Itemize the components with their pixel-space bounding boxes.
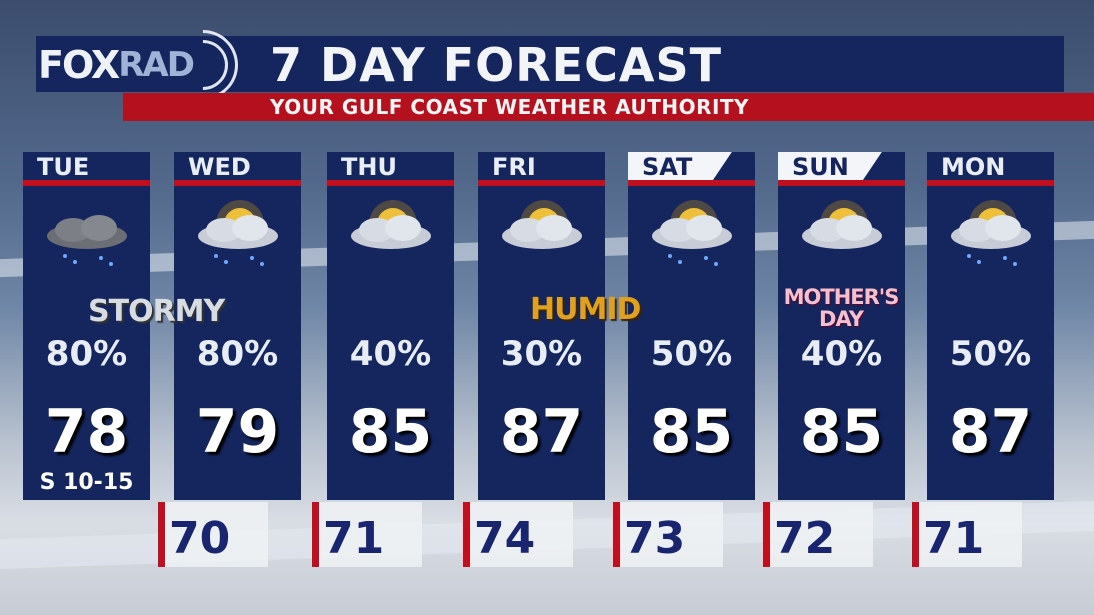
high-temp: 87: [948, 397, 1033, 467]
day-column-tue: TUE 80% 78 S 10-15: [23, 152, 150, 500]
high-temp: 85: [649, 397, 734, 467]
low-temp: 70: [158, 502, 268, 567]
partly-cloudy-icon: [802, 200, 882, 249]
precip-chance: 80%: [45, 334, 128, 374]
red-stripe: [327, 180, 454, 186]
red-stripe: [174, 180, 301, 186]
day-column-fri: FRI 30% 87: [478, 152, 605, 500]
sun-thunderstorm-icon: [198, 200, 278, 266]
partly-cloudy-icon: [502, 200, 582, 249]
low-temp: 71: [312, 502, 422, 567]
day-column-thu: THU 40% 85: [327, 152, 454, 500]
thunderstorm-cloud-icon: [47, 215, 127, 266]
red-stripe: [628, 180, 755, 186]
high-temp: 78: [44, 397, 129, 467]
stormy-label: STORMY: [88, 294, 225, 329]
subtitle: YOUR GULF COAST WEATHER AUTHORITY: [270, 95, 750, 119]
high-temp: 87: [499, 397, 584, 467]
precip-chance: 40%: [349, 334, 432, 374]
high-temp: 79: [195, 397, 280, 467]
sun-thunderstorm-icon: [951, 200, 1031, 266]
day-label: MON: [941, 153, 1006, 181]
subtitle-bar: [123, 93, 1094, 121]
header-bar: [36, 36, 1064, 92]
day-label: SAT: [628, 152, 732, 180]
day-label: THU: [341, 153, 397, 181]
page-title: 7 DAY FORECAST: [270, 38, 722, 92]
low-temp: 73: [613, 502, 723, 567]
precip-chance: 50%: [650, 334, 733, 374]
day-label: TUE: [37, 153, 90, 181]
day-label: SUN: [778, 152, 882, 180]
sun-thunderstorm-icon: [652, 200, 732, 266]
day-column-sun: SUN 40% 85: [778, 152, 905, 500]
red-stripe: [23, 180, 150, 186]
wind: S 10-15: [39, 470, 134, 495]
high-temp: 85: [348, 397, 433, 467]
low-temp: 71: [912, 502, 1022, 567]
partly-cloudy-icon: [351, 200, 431, 249]
low-temp: 74: [463, 502, 573, 567]
precip-chance: 40%: [800, 334, 883, 374]
mothers-day-label: MOTHER'S DAY: [783, 285, 900, 331]
day-column-sat: SAT 50% 85: [628, 152, 755, 500]
red-stripe: [478, 180, 605, 186]
precip-chance: 50%: [949, 334, 1032, 374]
day-label: WED: [188, 153, 251, 181]
humid-label: HUMID: [530, 292, 641, 327]
day-label: FRI: [492, 153, 536, 181]
red-stripe: [927, 180, 1054, 186]
day-column-wed: WED 80% 79: [174, 152, 301, 500]
red-stripe: [778, 180, 905, 186]
low-temp: 72: [763, 502, 873, 567]
day-column-mon: MON 50% 87: [927, 152, 1054, 500]
high-temp: 85: [799, 397, 884, 467]
precip-chance: 80%: [196, 334, 279, 374]
precip-chance: 30%: [500, 334, 583, 374]
foxrad-logo: FOX RAD: [38, 43, 195, 87]
